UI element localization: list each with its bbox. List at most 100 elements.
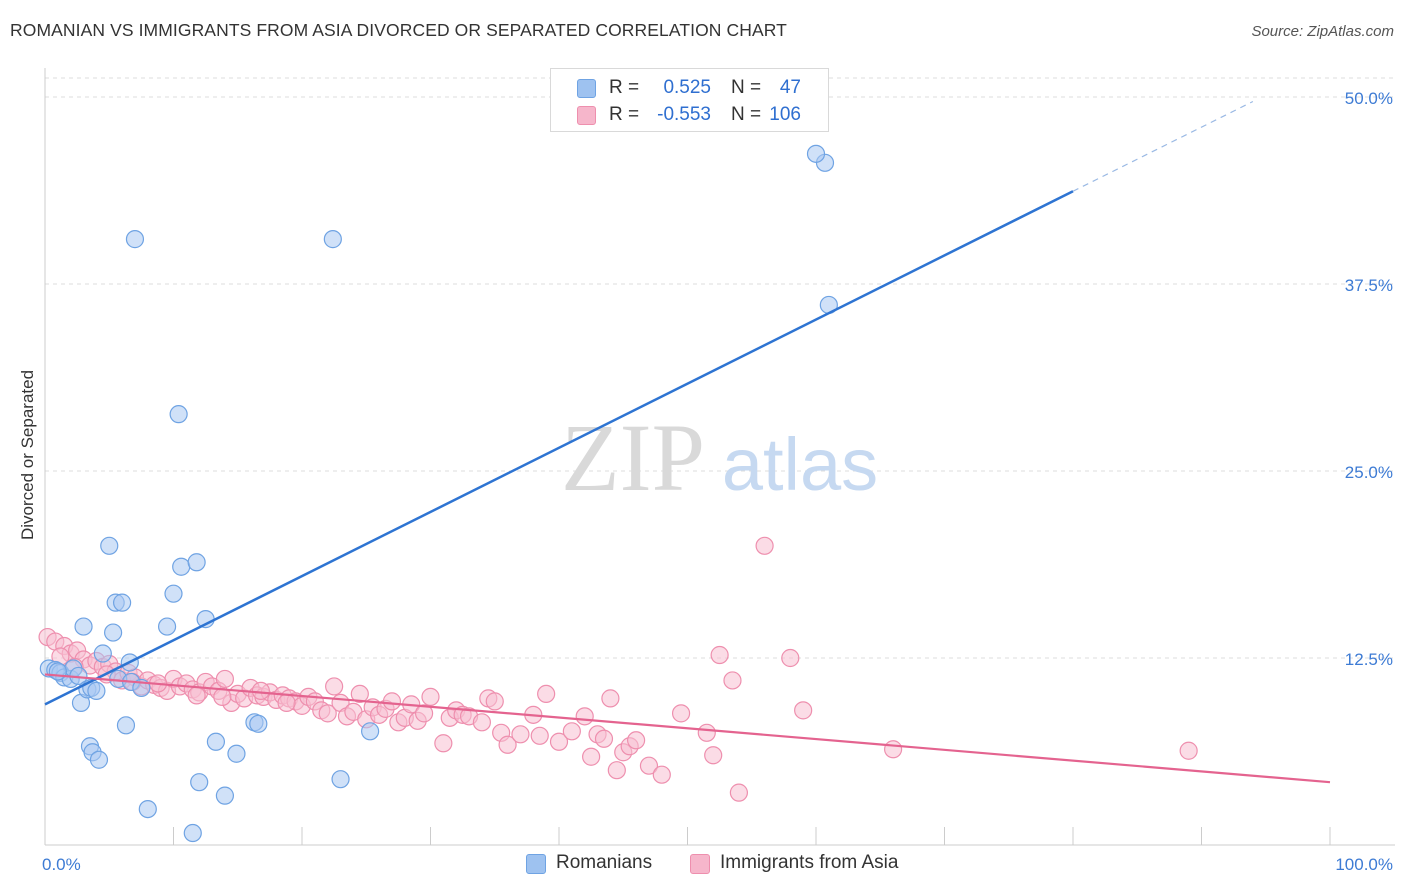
data-point (249, 714, 268, 733)
y-tick-label: 12.5% (1345, 650, 1393, 669)
data-point (157, 617, 177, 636)
data-point (116, 716, 136, 735)
legend-n-value: 47 (779, 77, 801, 98)
legend-swatch-romanians (526, 854, 546, 874)
x-tick-label-max: 100.0% (1335, 855, 1393, 874)
y-tick-label: 50.0% (1345, 89, 1393, 108)
legend-swatch-immigrants (577, 106, 596, 125)
y-tick-label: 25.0% (1345, 463, 1393, 482)
data-point (704, 746, 723, 765)
legend-label-immigrants: Immigrants from Asia (720, 852, 899, 873)
correlation-legend: R = 0.525 N = 47 R = -0.553 N = 106 (550, 68, 829, 132)
data-point (794, 701, 813, 720)
data-point (607, 761, 626, 780)
data-point (671, 704, 691, 723)
x-tick-label-min: 0.0% (42, 855, 81, 874)
data-point (87, 681, 106, 701)
data-point (138, 799, 157, 819)
data-point (89, 750, 109, 769)
data-point (325, 677, 344, 696)
data-point (1179, 741, 1198, 760)
data-point (251, 681, 270, 701)
data-point (164, 584, 183, 603)
data-point (187, 686, 206, 705)
data-point (382, 692, 402, 711)
data-point (74, 617, 93, 636)
watermark-atlas: atlas (722, 423, 878, 506)
data-point (187, 553, 206, 572)
legend-swatch-romanians (577, 79, 596, 98)
data-point (361, 722, 380, 741)
data-point (112, 593, 132, 612)
y-tick-label: 37.5% (1345, 276, 1393, 295)
data-point (227, 744, 246, 763)
data-point (537, 684, 556, 704)
watermark-zip: ZIP (561, 404, 705, 511)
data-point (93, 644, 112, 663)
trend-line-romanians (44, 190, 1074, 706)
data-point (806, 144, 826, 163)
data-point (100, 536, 119, 555)
watermark: ZIP atlas (561, 404, 878, 511)
chart-title: ROMANIAN VS IMMIGRANTS FROM ASIA DIVORCE… (10, 20, 787, 40)
data-point (723, 671, 742, 690)
data-point (883, 740, 903, 759)
data-point (594, 729, 614, 748)
y-axis-title: Divorced or Separated (18, 369, 37, 541)
legend-r-value: 0.525 (663, 77, 711, 98)
data-point (472, 713, 491, 732)
data-point (485, 692, 504, 711)
legend-r-value: -0.553 (657, 104, 711, 125)
legend-n-label: N = (731, 104, 762, 125)
data-point (331, 770, 350, 789)
data-point (190, 773, 209, 792)
data-point (215, 786, 234, 805)
data-point (498, 735, 517, 754)
data-point (549, 732, 569, 751)
legend-swatch-immigrants (690, 854, 710, 874)
series-immigrants-from-asia (38, 536, 1198, 802)
legend-r-label: R = (609, 104, 640, 125)
data-point (277, 693, 296, 712)
data-point (697, 723, 716, 742)
data-point (601, 689, 620, 708)
data-point (215, 669, 234, 689)
data-point (125, 230, 145, 249)
data-point (169, 405, 188, 424)
data-point (781, 648, 800, 668)
data-point (729, 783, 749, 802)
trend-line-romanians-extension (1072, 100, 1254, 192)
data-point (421, 687, 440, 706)
legend-label-romanians: Romanians (556, 852, 653, 873)
data-point (48, 662, 67, 681)
legend-row-romanians: R = 0.525 N = 47 (551, 75, 828, 101)
data-point (323, 230, 342, 249)
axes (44, 68, 1395, 846)
data-point (183, 823, 202, 843)
data-point (755, 536, 774, 555)
source-label: Source: ZipAtlas.com (1251, 23, 1394, 40)
data-point (575, 707, 594, 726)
legend-n-label: N = (731, 77, 762, 98)
legend-n-value: 106 (769, 104, 801, 125)
data-point (562, 722, 581, 741)
data-point (172, 557, 191, 576)
trend-lines (44, 100, 1331, 784)
data-point (710, 645, 729, 665)
data-point (350, 684, 369, 704)
data-point (318, 704, 337, 723)
trend-line-immigrants (44, 673, 1331, 784)
data-point (414, 704, 434, 723)
data-point (434, 734, 453, 753)
data-point (530, 726, 549, 745)
legend-r-label: R = (609, 77, 640, 98)
data-point (213, 687, 232, 706)
data-point (206, 732, 226, 751)
data-point (652, 765, 671, 784)
data-point (639, 756, 659, 775)
data-point (511, 725, 530, 744)
data-point (104, 623, 123, 642)
tick-labels: 12.5% 25.0% 37.5% 50.0% 0.0% 100.0% (42, 89, 1393, 874)
legend-row-immigrants: R = -0.553 N = 106 (551, 102, 828, 128)
